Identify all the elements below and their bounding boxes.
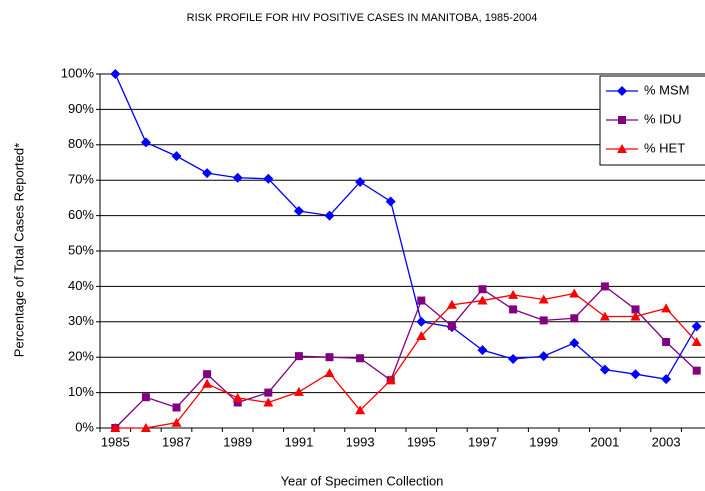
data-point xyxy=(630,311,641,321)
data-point xyxy=(661,303,672,313)
data-point xyxy=(416,330,427,340)
x-tick-label: 1985 xyxy=(101,434,130,449)
data-point xyxy=(631,305,640,314)
data-point xyxy=(385,375,396,385)
data-point xyxy=(599,311,610,321)
y-tick-label: 40% xyxy=(68,278,94,293)
data-point xyxy=(264,388,273,397)
data-point xyxy=(263,173,274,184)
x-tick-label: 1991 xyxy=(284,434,313,449)
chart-title: RISK PROFILE FOR HIV POSITIVE CASES IN M… xyxy=(187,12,538,24)
y-tick-label: 20% xyxy=(68,349,94,364)
data-point xyxy=(446,299,457,309)
data-point xyxy=(416,316,427,327)
y-tick-label: 0% xyxy=(75,419,94,434)
legend-marker xyxy=(617,86,627,96)
y-tick-label: 10% xyxy=(68,384,94,399)
y-tick-label: 90% xyxy=(68,101,94,116)
data-point xyxy=(385,196,396,207)
data-point xyxy=(508,353,519,364)
y-axis-label: Percentage of Total Cases Reported* xyxy=(11,143,26,357)
data-point xyxy=(538,351,549,362)
x-tick-label: 1995 xyxy=(407,434,436,449)
data-point xyxy=(263,397,274,407)
y-tick-label: 60% xyxy=(68,207,94,222)
data-point xyxy=(661,374,672,385)
data-point xyxy=(233,398,242,407)
legend-marker xyxy=(617,144,627,153)
data-point xyxy=(508,289,519,299)
legend-marker xyxy=(618,116,626,124)
data-point xyxy=(203,370,212,379)
data-point xyxy=(509,305,518,314)
legend-label: % IDU xyxy=(644,111,682,126)
data-point xyxy=(630,369,641,380)
x-tick-label: 2003 xyxy=(652,434,681,449)
legend-label: % HET xyxy=(644,140,685,155)
y-tick-label: 30% xyxy=(68,313,94,328)
data-point xyxy=(324,368,335,378)
data-point xyxy=(691,336,702,346)
data-point xyxy=(539,316,548,325)
data-point xyxy=(355,176,366,187)
data-point xyxy=(355,405,366,415)
data-point xyxy=(141,393,150,402)
data-point xyxy=(171,417,182,427)
y-tick-label: 100% xyxy=(61,65,95,80)
data-point xyxy=(110,69,121,79)
data-point xyxy=(356,354,365,363)
x-tick-label: 1997 xyxy=(468,434,497,449)
data-point xyxy=(569,288,580,298)
data-point xyxy=(691,321,702,332)
data-point xyxy=(325,353,334,362)
data-point xyxy=(232,172,243,183)
data-point xyxy=(662,337,671,346)
data-point xyxy=(293,205,304,216)
data-point xyxy=(171,151,182,162)
data-point xyxy=(202,168,213,179)
data-point xyxy=(232,392,243,402)
data-point xyxy=(294,352,303,361)
data-point xyxy=(140,423,151,432)
y-tick-label: 70% xyxy=(68,172,94,187)
data-point xyxy=(477,295,488,305)
data-point xyxy=(172,403,181,412)
data-point xyxy=(293,386,304,396)
data-point xyxy=(478,285,487,294)
y-tick-label: 50% xyxy=(68,242,94,257)
data-point xyxy=(110,423,121,432)
y-tick-label: 80% xyxy=(68,136,94,151)
series-line xyxy=(115,292,698,429)
data-point xyxy=(569,338,580,349)
x-tick-label: 1987 xyxy=(162,434,191,449)
series-line xyxy=(114,73,698,380)
series-line xyxy=(114,285,698,429)
data-point xyxy=(570,314,579,323)
data-point xyxy=(692,366,701,375)
x-axis-label: Year of Specimen Collection xyxy=(281,473,444,488)
x-tick-label: 1993 xyxy=(346,434,375,449)
data-point xyxy=(599,364,610,375)
x-tick-label: 2001 xyxy=(590,434,619,449)
data-point xyxy=(600,282,609,291)
data-point xyxy=(324,210,335,221)
x-tick-label: 1989 xyxy=(223,434,252,449)
data-point xyxy=(417,296,426,305)
x-tick-label: 1999 xyxy=(529,434,558,449)
data-point xyxy=(538,294,549,304)
legend-label: % MSM xyxy=(644,82,690,97)
data-point xyxy=(140,137,151,148)
data-point xyxy=(447,322,456,331)
data-point xyxy=(477,345,488,356)
data-point xyxy=(202,378,213,388)
